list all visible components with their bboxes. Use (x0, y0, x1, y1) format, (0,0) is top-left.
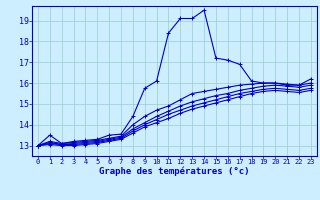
X-axis label: Graphe des températures (°c): Graphe des températures (°c) (99, 167, 250, 176)
